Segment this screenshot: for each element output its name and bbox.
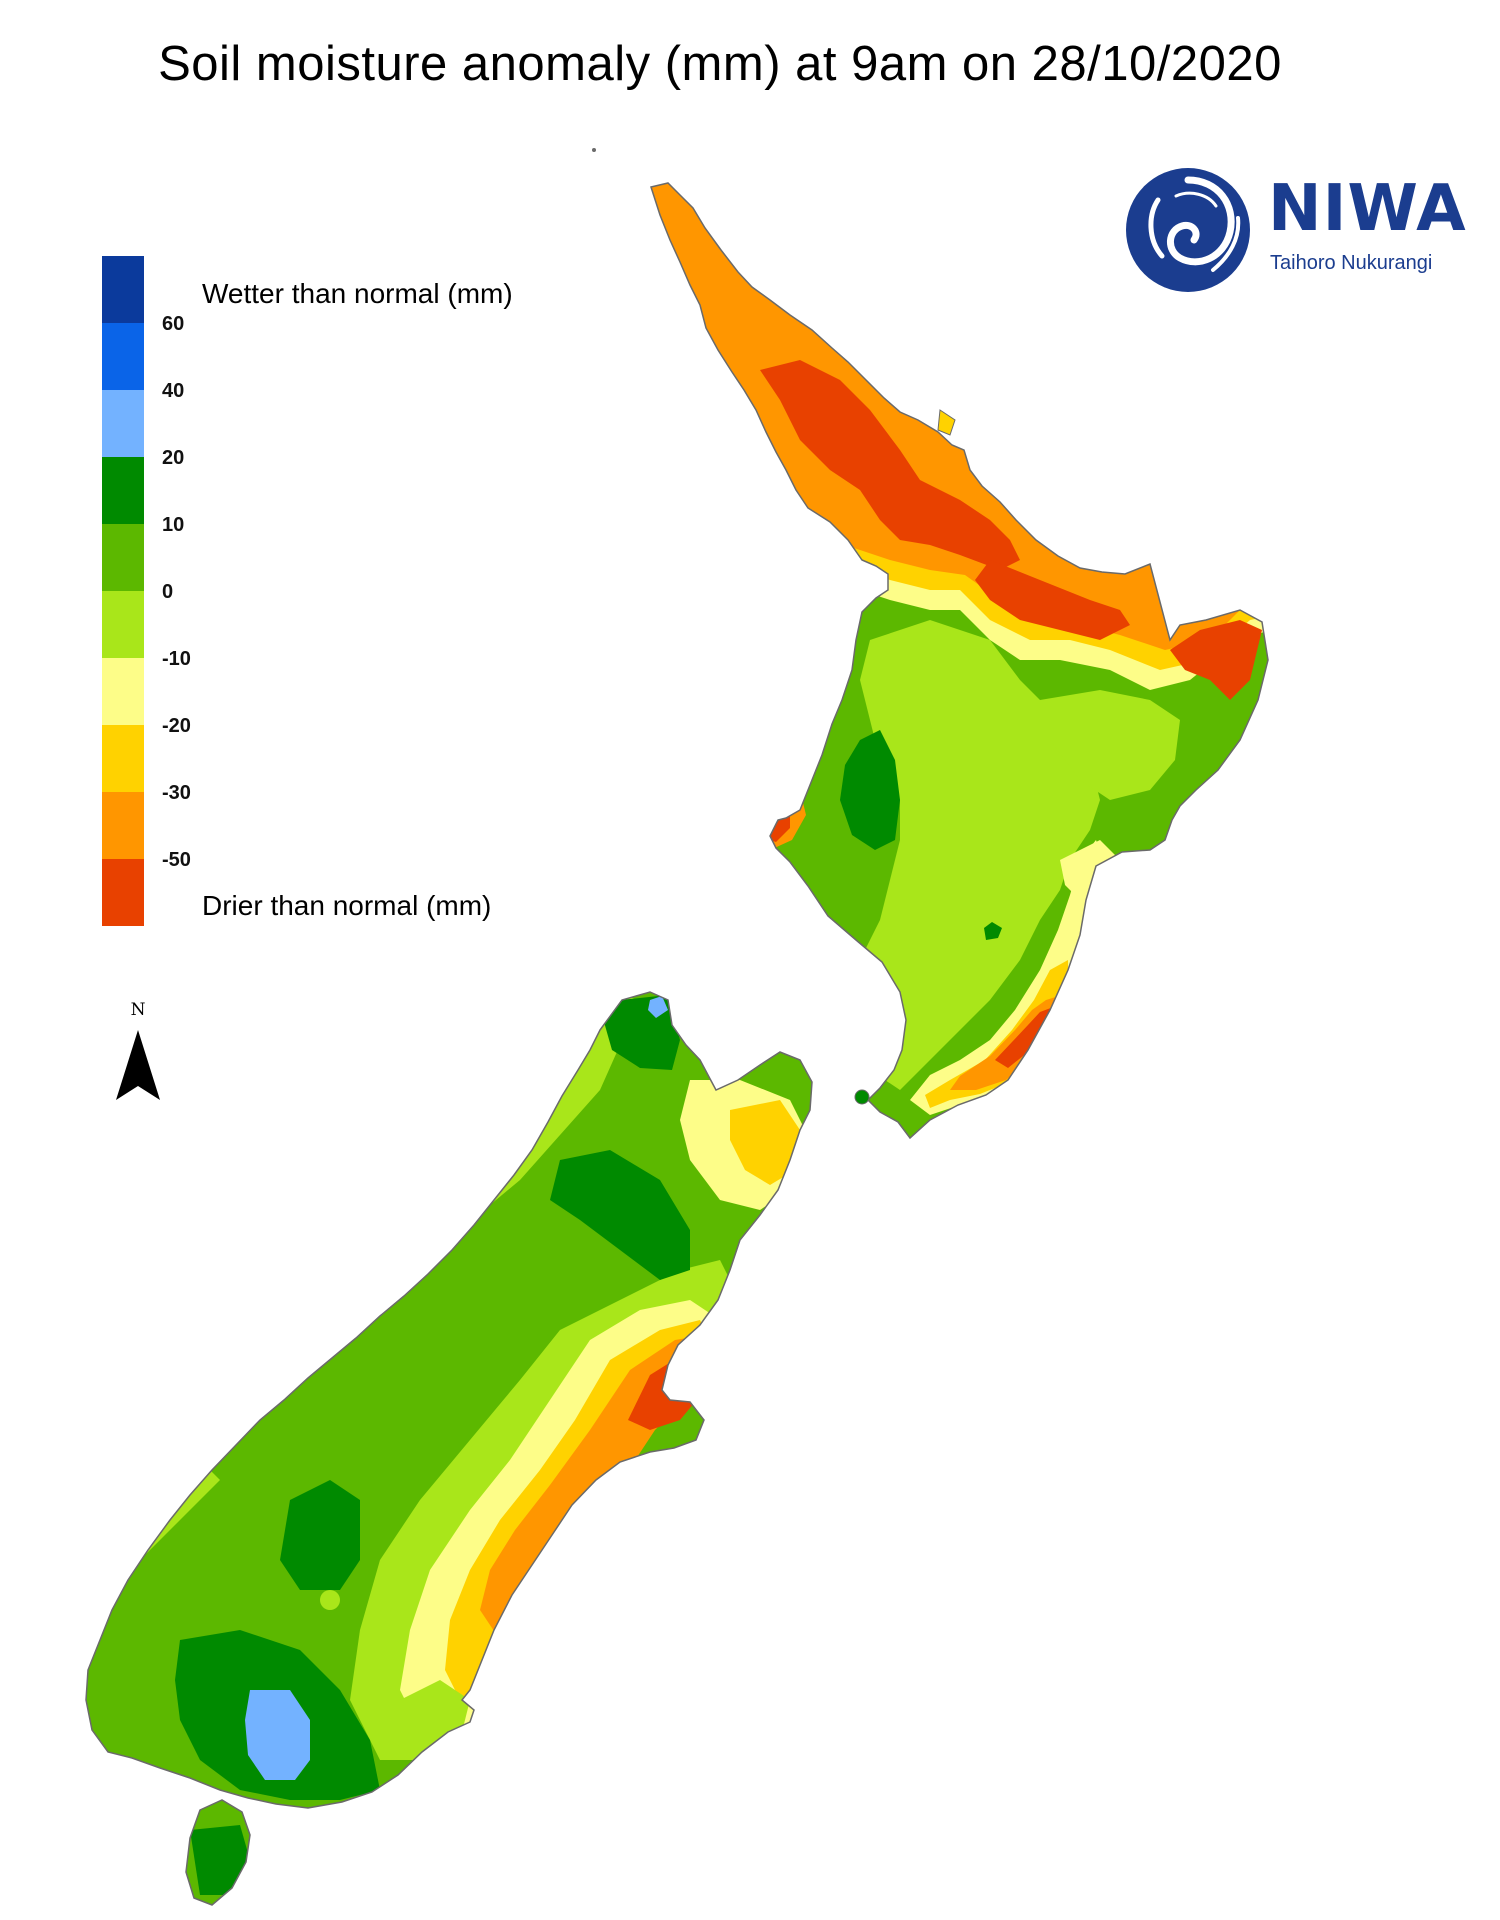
stewart-island-coast bbox=[185, 1799, 251, 1906]
legend-tick: 20 bbox=[162, 447, 185, 469]
logo-subtitle: Taihoro Nukurangi bbox=[1270, 252, 1433, 274]
south-island bbox=[86, 992, 812, 1808]
south-island-coast bbox=[85, 991, 813, 1809]
legend-tick: 60 bbox=[162, 313, 185, 335]
great-barrier-island bbox=[937, 409, 956, 436]
legend-drier-label: Drier than normal (mm) bbox=[202, 890, 492, 921]
legend-tick: 0 bbox=[162, 581, 174, 603]
north-arrow: N bbox=[108, 1000, 168, 1110]
legend-wetter-label: Wetter than normal (mm) bbox=[202, 278, 513, 309]
stewart-island bbox=[186, 1800, 250, 1905]
three-kings-island bbox=[592, 148, 596, 152]
legend-swatch bbox=[102, 390, 144, 457]
legend-swatch bbox=[102, 658, 144, 725]
legend-tick: -30 bbox=[162, 782, 191, 804]
niwa-logo: NIWA Taihoro Nukurangi bbox=[1118, 160, 1468, 300]
legend-swatch bbox=[102, 256, 144, 323]
legend-swatch bbox=[102, 859, 144, 926]
legend-tick: 40 bbox=[162, 380, 185, 402]
legend-swatch bbox=[102, 591, 144, 658]
legend-tick: 10 bbox=[162, 514, 185, 536]
niwa-swirl-icon bbox=[1126, 168, 1250, 292]
legend-swatch bbox=[102, 792, 144, 859]
kapiti-island bbox=[854, 1089, 870, 1105]
legend-swatch bbox=[102, 457, 144, 524]
north-island-coast bbox=[650, 182, 1269, 1140]
legend-tick: -50 bbox=[162, 849, 191, 871]
legend-tick: -20 bbox=[162, 715, 191, 737]
legend: 60 40 20 10 0 -10 -20 -30 -50 Wetter tha… bbox=[102, 256, 562, 926]
legend-swatch bbox=[102, 323, 144, 390]
logo-name: NIWA bbox=[1268, 172, 1467, 246]
legend-tick: -10 bbox=[162, 648, 191, 670]
legend-swatch bbox=[102, 524, 144, 591]
north-arrow-icon bbox=[116, 1030, 160, 1100]
north-island bbox=[651, 183, 1268, 1138]
north-label: N bbox=[130, 1000, 146, 1020]
legend-swatch bbox=[102, 725, 144, 792]
map-title: Soil moisture anomaly (mm) at 9am on 28/… bbox=[158, 37, 1282, 91]
